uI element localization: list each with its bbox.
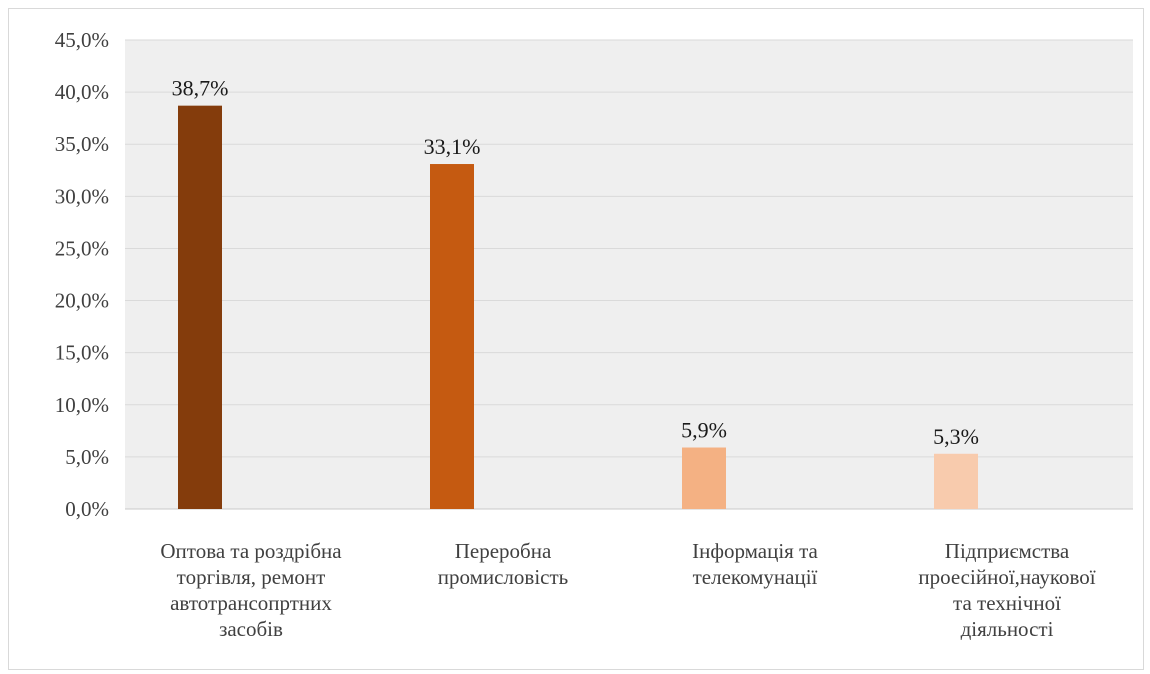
data-label: 38,7% (172, 76, 229, 101)
y-tick-label: 30,0% (55, 184, 109, 208)
data-labels: 38,7% 33,1% 5,9% 5,3% (172, 76, 979, 449)
category-labels: Оптова та роздрібна торгівля, ремонт автот… (160, 539, 1095, 641)
category-label: Підприємства проесійної,наукової та техніч… (918, 539, 1095, 641)
y-tick-label: 40,0% (55, 80, 109, 104)
data-label: 5,3% (933, 424, 979, 449)
y-tick-label: 0,0% (65, 497, 109, 521)
bars (178, 105, 978, 509)
data-label: 33,1% (424, 134, 481, 159)
bar (934, 453, 978, 509)
bar (682, 447, 726, 509)
data-label: 5,9% (681, 418, 727, 443)
bar (430, 164, 474, 509)
category-label: Інформація та телекомунації (692, 539, 818, 589)
y-tick-label: 25,0% (55, 236, 109, 260)
y-tick-label: 10,0% (55, 393, 109, 417)
category-label: Оптова та роздрібна торгівля, ремонт автот… (160, 539, 342, 641)
y-tick-label: 35,0% (55, 132, 109, 156)
y-tick-label: 5,0% (65, 445, 109, 469)
y-tick-label: 45,0% (55, 28, 109, 52)
y-axis-ticks: 0,0% 5,0% 10,0% 15,0% 20,0% 25,0% 30,0% 35,0% 40… (55, 28, 109, 521)
bar (178, 105, 222, 509)
plot-area (125, 40, 1133, 509)
y-tick-label: 20,0% (55, 289, 109, 313)
category-label: Переробна промисловість (438, 539, 569, 589)
y-tick-label: 15,0% (55, 341, 109, 365)
